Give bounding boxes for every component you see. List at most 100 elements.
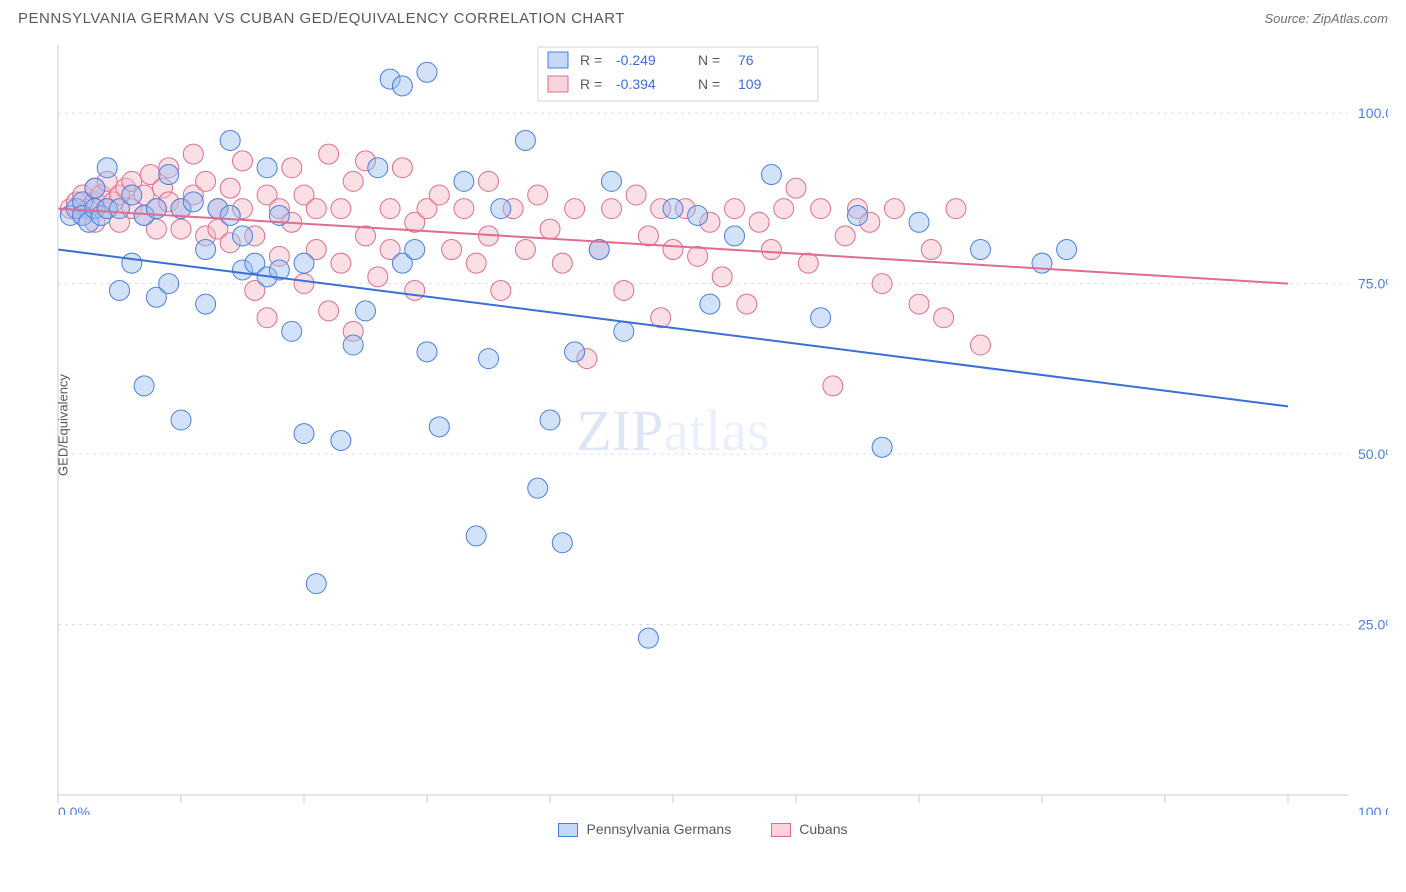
- x-tick-label: 0.0%: [58, 804, 90, 815]
- legend-r-label: R =: [580, 52, 602, 68]
- data-point: [811, 308, 831, 328]
- data-point: [761, 240, 781, 260]
- legend-label: Pennsylvania Germans: [586, 821, 731, 837]
- data-point: [737, 294, 757, 314]
- data-point: [1057, 240, 1077, 260]
- data-point: [417, 342, 437, 362]
- y-tick-label: 25.0%: [1358, 617, 1388, 633]
- data-point: [835, 226, 855, 246]
- data-point: [602, 171, 622, 191]
- data-point: [540, 219, 560, 239]
- source-name: ZipAtlas.com: [1313, 11, 1388, 26]
- data-point: [306, 574, 326, 594]
- data-point: [85, 178, 105, 198]
- data-point: [257, 308, 277, 328]
- data-point: [614, 280, 634, 300]
- data-point: [946, 199, 966, 219]
- data-point: [294, 253, 314, 273]
- data-point: [786, 178, 806, 198]
- data-point: [319, 301, 339, 321]
- data-point: [528, 185, 548, 205]
- legend-label: Cubans: [799, 821, 847, 837]
- swatch-icon: [548, 76, 568, 92]
- data-point: [971, 240, 991, 260]
- data-point: [466, 526, 486, 546]
- data-point: [306, 199, 326, 219]
- data-point: [491, 199, 511, 219]
- data-point: [725, 226, 745, 246]
- data-point: [1032, 253, 1052, 273]
- data-point: [638, 226, 658, 246]
- chart-title: PENNSYLVANIA GERMAN VS CUBAN GED/EQUIVAL…: [18, 10, 625, 27]
- data-point: [282, 321, 302, 341]
- data-point: [257, 158, 277, 178]
- data-point: [233, 151, 253, 171]
- swatch-icon: [558, 823, 578, 837]
- data-point: [356, 226, 376, 246]
- data-point: [110, 280, 130, 300]
- chart-source: Source: ZipAtlas.com: [1264, 11, 1388, 26]
- data-point: [294, 424, 314, 444]
- source-label: Source:: [1264, 11, 1312, 26]
- swatch-icon: [548, 52, 568, 68]
- data-point: [122, 185, 142, 205]
- data-point: [884, 199, 904, 219]
- data-point: [220, 178, 240, 198]
- data-point: [196, 171, 216, 191]
- data-point: [442, 240, 462, 260]
- data-point: [343, 171, 363, 191]
- data-point: [294, 274, 314, 294]
- data-point: [405, 240, 425, 260]
- data-point: [479, 171, 499, 191]
- y-tick-label: 100.0%: [1358, 105, 1388, 121]
- legend-n-label: N =: [698, 52, 720, 68]
- legend-r-label: R =: [580, 76, 602, 92]
- legend-n-value: 76: [738, 52, 754, 68]
- data-point: [454, 171, 474, 191]
- data-point: [515, 130, 535, 150]
- data-point: [552, 253, 572, 273]
- data-point: [491, 280, 511, 300]
- data-point: [626, 185, 646, 205]
- data-point: [688, 246, 708, 266]
- data-point: [688, 205, 708, 225]
- data-point: [122, 253, 142, 273]
- data-point: [380, 199, 400, 219]
- data-point: [614, 321, 634, 341]
- data-point: [466, 253, 486, 273]
- y-axis-label: GED/Equivalency: [55, 374, 70, 476]
- data-point: [565, 342, 585, 362]
- data-point: [392, 158, 412, 178]
- data-point: [429, 417, 449, 437]
- data-point: [761, 165, 781, 185]
- scatter-chart: 25.0%50.0%75.0%100.0%ZIPatlas0.0%100.0%R…: [18, 35, 1388, 815]
- data-point: [774, 199, 794, 219]
- data-point: [872, 437, 892, 457]
- data-point: [183, 192, 203, 212]
- data-point: [368, 267, 388, 287]
- data-point: [159, 165, 179, 185]
- data-point: [528, 478, 548, 498]
- data-point: [196, 294, 216, 314]
- data-point: [515, 240, 535, 260]
- data-point: [971, 335, 991, 355]
- data-point: [343, 335, 363, 355]
- data-point: [712, 267, 732, 287]
- data-point: [663, 240, 683, 260]
- data-point: [454, 199, 474, 219]
- data-point: [725, 199, 745, 219]
- x-tick-label: 100.0%: [1358, 804, 1388, 815]
- data-point: [429, 185, 449, 205]
- data-point: [356, 301, 376, 321]
- swatch-icon: [771, 823, 791, 837]
- data-point: [921, 240, 941, 260]
- data-point: [159, 274, 179, 294]
- data-point: [392, 76, 412, 96]
- legend-n-label: N =: [698, 76, 720, 92]
- data-point: [909, 212, 929, 232]
- y-tick-label: 50.0%: [1358, 446, 1388, 462]
- data-point: [97, 158, 117, 178]
- data-point: [319, 144, 339, 164]
- data-point: [220, 205, 240, 225]
- legend-r-value: -0.249: [616, 52, 656, 68]
